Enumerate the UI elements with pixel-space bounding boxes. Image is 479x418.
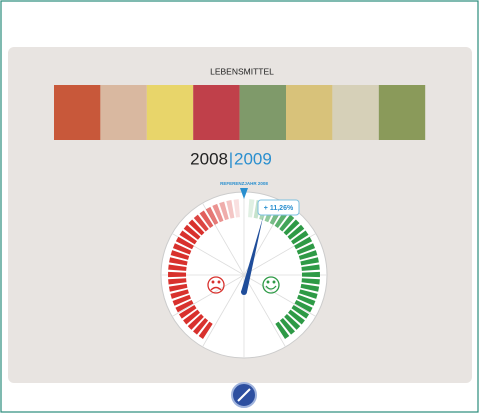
photo — [379, 85, 425, 140]
year-separator: | — [229, 149, 233, 168]
title: LEBENSMITTEL — [210, 66, 274, 76]
page: LEBENSMITTEL 2008 | 2009 REFERENZJAHR 20… — [0, 0, 479, 413]
photo — [332, 85, 378, 140]
gauge-segment — [302, 272, 320, 277]
photo — [193, 85, 239, 140]
change-label: + 11,26% — [264, 205, 294, 212]
photo — [54, 85, 100, 140]
year-current: 2009 — [234, 149, 272, 168]
photo — [100, 85, 146, 140]
photo — [240, 85, 286, 140]
reference-label: REFERENZJAHR 2008 — [220, 181, 268, 186]
photo — [286, 85, 332, 140]
photo-strip — [54, 85, 425, 140]
year-previous: 2008 — [190, 149, 228, 168]
needle-hub — [241, 289, 247, 295]
photo — [147, 85, 193, 140]
gauge-segment — [168, 272, 186, 277]
